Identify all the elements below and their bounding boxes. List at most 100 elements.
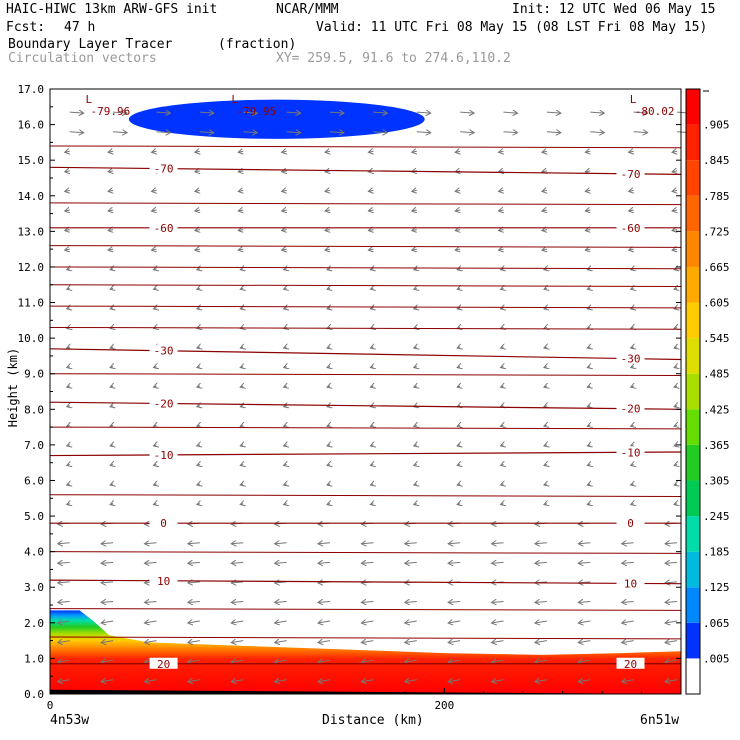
circulation-vector xyxy=(622,680,634,682)
circulation-vector xyxy=(542,230,547,231)
circulation-vector xyxy=(231,641,244,643)
circulation-vector xyxy=(195,249,200,250)
low-marker: L xyxy=(630,93,637,106)
circulation-vector xyxy=(448,621,461,623)
circulation-vector xyxy=(284,406,287,407)
circulation-vector xyxy=(153,425,156,426)
circulation-vector xyxy=(622,621,634,623)
circulation-vector xyxy=(631,367,634,368)
circulation-vector xyxy=(58,543,70,544)
circulation-vector xyxy=(587,425,590,426)
circulation-vector xyxy=(587,445,590,446)
circulation-vector xyxy=(108,210,113,211)
circulation-vector xyxy=(153,445,156,446)
circulation-vector xyxy=(368,190,373,191)
colorbar-label: .605 xyxy=(703,297,730,310)
circulation-vector xyxy=(231,621,244,623)
upper-tracer-blob xyxy=(128,99,425,139)
circulation-vector xyxy=(546,112,561,113)
circulation-vector xyxy=(240,484,243,485)
circulation-vector xyxy=(672,210,677,211)
circulation-vector xyxy=(282,230,287,231)
circulation-vector xyxy=(535,562,547,563)
circulation-vector xyxy=(492,621,504,623)
circulation-vector xyxy=(284,386,287,387)
circulation-vector xyxy=(665,543,678,544)
circulation-vector xyxy=(275,543,287,544)
circulation-vector xyxy=(414,269,417,270)
circulation-vector xyxy=(101,621,114,623)
temperature-contour-minor xyxy=(49,373,682,376)
circulation-vector xyxy=(327,308,330,309)
circulation-vector xyxy=(67,367,70,368)
model-title: HAIC-HIWC 13km ARW-GFS init xyxy=(6,2,218,17)
circulation-vector xyxy=(325,230,330,231)
circulation-vector xyxy=(460,112,474,113)
circulation-vector xyxy=(585,230,590,231)
circulation-vector xyxy=(153,269,156,270)
circulation-vector xyxy=(240,504,243,505)
circulation-vector xyxy=(238,230,243,231)
init-time: Init: 12 UTC Wed 06 May 15 xyxy=(512,2,716,17)
circulation-vector xyxy=(416,112,431,113)
contour-label: -70 xyxy=(154,163,174,176)
circulation-vector xyxy=(672,151,677,152)
circulation-vector xyxy=(110,484,113,485)
circulation-vector xyxy=(238,190,243,191)
circulation-vector xyxy=(542,171,547,172)
circulation-vector xyxy=(110,464,113,465)
circulation-vector xyxy=(457,288,460,289)
y-tick-label: 16.0 xyxy=(18,119,45,132)
circulation-vector xyxy=(65,210,70,211)
circulation-vector xyxy=(448,680,461,682)
circulation-vector xyxy=(503,132,518,133)
circulation-vector xyxy=(492,601,504,602)
circulation-vector xyxy=(153,484,156,485)
circulation-vector xyxy=(414,425,417,426)
circulation-vector xyxy=(414,308,417,309)
colorbar-swatch xyxy=(686,195,700,232)
temperature-contour-minor xyxy=(49,145,682,149)
circulation-vector xyxy=(110,504,113,505)
circulation-vector xyxy=(590,132,604,133)
circulation-vector xyxy=(457,347,460,348)
y-tick-label: 3.0 xyxy=(24,581,44,594)
circulation-vector xyxy=(110,425,113,426)
circulation-vector xyxy=(108,230,113,231)
circulation-vector xyxy=(197,386,200,387)
circulation-vector xyxy=(631,464,634,465)
colorbar-label: .545 xyxy=(703,332,730,345)
circulation-vector xyxy=(101,680,114,682)
circulation-vector xyxy=(101,601,114,602)
circulation-vector xyxy=(65,171,70,172)
circulation-vector xyxy=(622,562,634,563)
y-tick-label: 5.0 xyxy=(24,510,44,523)
circulation-vector xyxy=(412,190,417,191)
forecast-label: Fcst: xyxy=(6,20,46,35)
circulation-vector xyxy=(240,269,243,270)
y-tick-label: 6.0 xyxy=(24,474,44,487)
circulation-vector xyxy=(587,347,590,348)
contour-label: 20 xyxy=(157,658,170,671)
temperature-contour-minor xyxy=(49,266,682,270)
circulation-vector xyxy=(672,190,677,191)
circulation-vector xyxy=(585,210,590,211)
circulation-vector xyxy=(455,210,460,211)
circulation-vector xyxy=(674,367,677,368)
contour-label: -30 xyxy=(154,345,174,358)
temperature-contour-minor xyxy=(49,202,682,206)
circulation-vector xyxy=(501,386,504,387)
circulation-vector xyxy=(240,464,243,465)
circulation-vector xyxy=(325,190,330,191)
circulation-vector xyxy=(231,660,244,662)
x-tick-label: 0 xyxy=(47,699,54,712)
temperature-contour xyxy=(49,401,682,410)
circulation-vector xyxy=(188,641,200,643)
y-tick-label: 2.0 xyxy=(24,617,44,630)
circulation-vector xyxy=(633,132,648,133)
circulation-vector xyxy=(370,484,373,485)
circulation-vector xyxy=(585,249,590,250)
circulation-vector xyxy=(492,660,504,662)
circulation-vector xyxy=(665,582,678,583)
circulation-vector xyxy=(231,543,244,544)
